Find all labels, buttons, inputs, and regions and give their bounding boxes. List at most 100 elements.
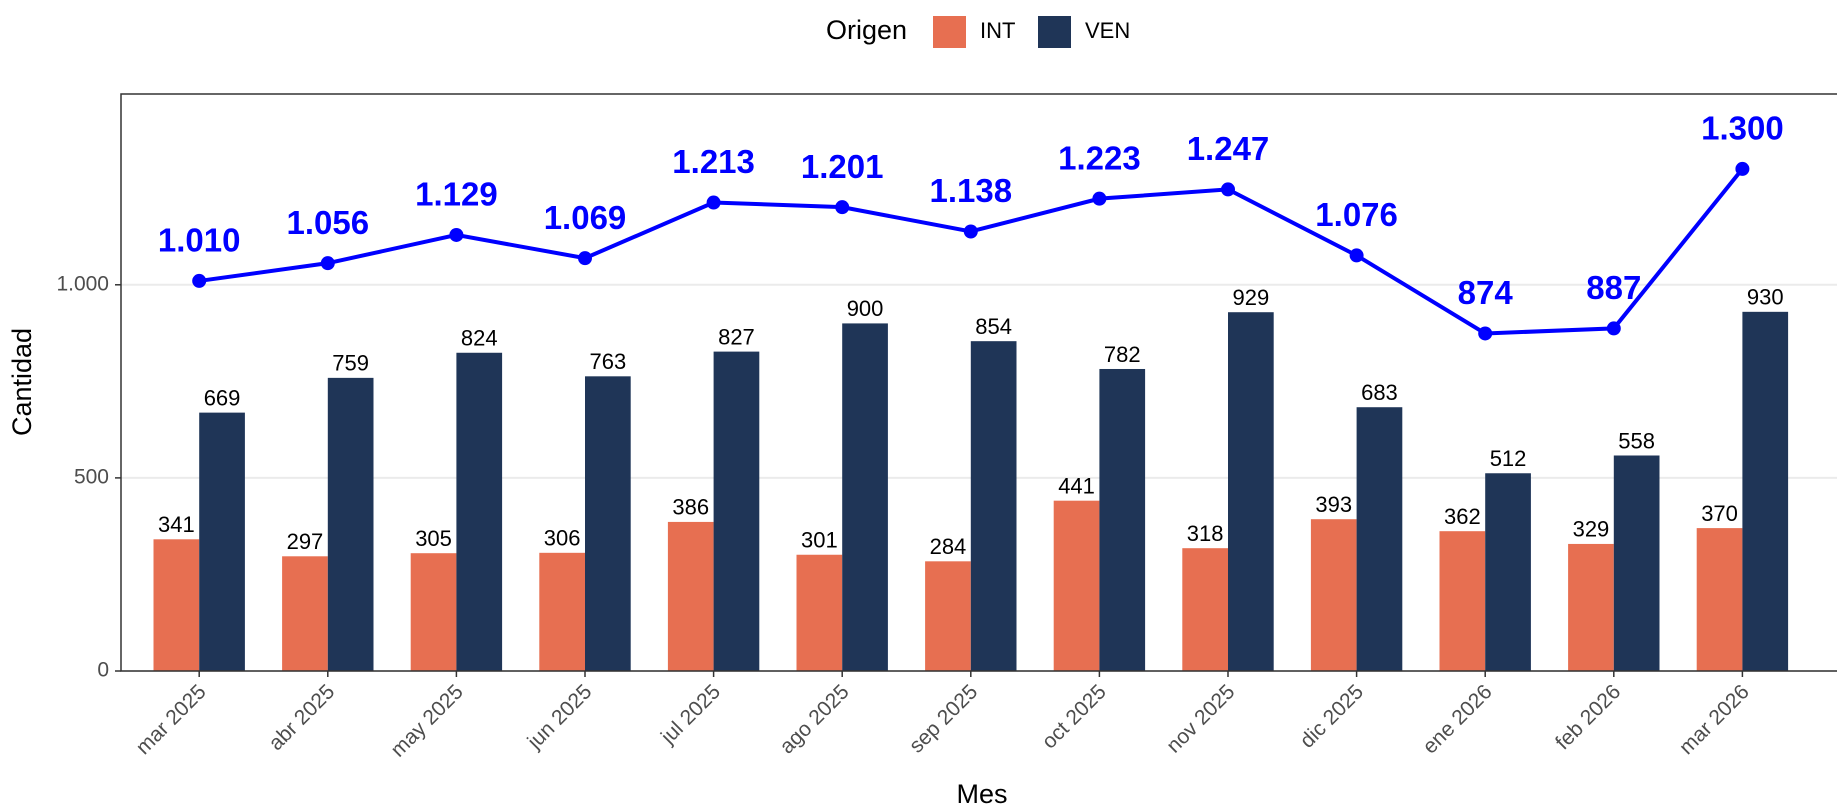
bar-label: 284 [930, 534, 967, 559]
bar-label: 558 [1618, 428, 1655, 453]
line-label: 1.300 [1701, 110, 1784, 147]
x-tick-label: ago 2025 [775, 680, 853, 758]
line-point [1349, 248, 1364, 263]
bar [1696, 528, 1743, 671]
legend-swatch [933, 16, 966, 48]
legend-swatch [1038, 16, 1071, 48]
bar-label: 683 [1361, 380, 1398, 405]
line-point [1735, 161, 1750, 176]
bar-label: 341 [158, 512, 195, 537]
line-point [1092, 191, 1107, 206]
x-tick-label: jun 2025 [523, 680, 597, 754]
bar [667, 521, 714, 671]
legend-label: VEN [1085, 18, 1130, 43]
bar-label: 318 [1187, 521, 1224, 546]
bar-label: 362 [1444, 504, 1481, 529]
bar-label: 782 [1104, 342, 1141, 367]
bar-label: 329 [1573, 517, 1610, 542]
x-tick-label: mar 2025 [132, 680, 211, 759]
legend-label: INT [980, 18, 1015, 43]
bar [539, 552, 585, 671]
bar [585, 376, 631, 671]
bar-label: 301 [801, 528, 838, 553]
line-label: 1.010 [158, 222, 241, 259]
x-tick-label: sep 2025 [905, 680, 982, 757]
legend-title: Origen [826, 15, 907, 45]
line-label: 887 [1586, 269, 1641, 306]
x-tick-label: may 2025 [386, 680, 467, 761]
line-label: 1.076 [1315, 196, 1398, 233]
y-tick-label: 1.000 [56, 272, 109, 295]
line-point [706, 195, 721, 210]
y-axis-title: Cantidad [7, 328, 37, 436]
line-label: 1.138 [930, 172, 1013, 209]
bar [410, 553, 457, 671]
line-point [1221, 182, 1235, 197]
y-tick-label: 0 [97, 659, 109, 682]
y-tick-label: 500 [74, 465, 109, 488]
line-point [1478, 326, 1493, 341]
bar [1485, 473, 1531, 671]
bar [153, 539, 200, 671]
line-label: 1.223 [1058, 139, 1141, 176]
line-label: 1.213 [672, 143, 755, 180]
bar-label: 854 [975, 314, 1012, 339]
line-label: 874 [1458, 274, 1514, 311]
line-label: 1.056 [287, 204, 370, 241]
bar [282, 556, 328, 671]
bar [796, 554, 843, 671]
bar-label: 929 [1232, 285, 1269, 310]
bar [842, 323, 888, 671]
bar [456, 352, 503, 671]
bar [1099, 368, 1146, 671]
bar [1356, 407, 1403, 671]
bar-label: 441 [1058, 473, 1095, 498]
x-tick-label: abr 2025 [264, 680, 339, 755]
line-point [320, 256, 335, 271]
x-tick-label: mar 2026 [1675, 680, 1754, 759]
line-label: 1.201 [801, 148, 884, 185]
line-point [835, 200, 850, 215]
bar-label: 763 [589, 349, 626, 374]
x-tick-label: feb 2026 [1551, 680, 1625, 754]
bar [1310, 519, 1357, 671]
bar [199, 412, 245, 671]
bar [1613, 455, 1660, 671]
x-tick-label: ene 2026 [1418, 680, 1496, 758]
x-tick-label: jul 2025 [656, 680, 725, 749]
line-point [1606, 321, 1621, 336]
bar-label: 824 [461, 326, 498, 351]
x-tick-label: dic 2025 [1296, 680, 1368, 752]
bar-label: 930 [1747, 285, 1784, 310]
bar [1568, 543, 1614, 671]
bar-label: 386 [672, 495, 709, 520]
line-point [449, 227, 464, 242]
bar [1439, 531, 1486, 671]
bar [1228, 312, 1274, 671]
bar-label: 900 [847, 296, 884, 321]
bar-label: 827 [718, 324, 755, 349]
line-label: 1.129 [415, 176, 498, 213]
x-tick-label: oct 2025 [1038, 680, 1111, 753]
bar [1053, 500, 1100, 671]
line-label: 1.247 [1187, 130, 1270, 167]
line-point [578, 251, 592, 266]
bar-label: 370 [1701, 501, 1738, 526]
panel-border [120, 93, 1837, 672]
bar [713, 351, 760, 671]
bar [970, 341, 1017, 671]
bar-label: 305 [415, 526, 452, 551]
bar-label: 306 [544, 526, 581, 551]
bar-label: 759 [332, 351, 369, 376]
x-tick-label: nov 2025 [1162, 680, 1239, 757]
x-axis-title: Mes [956, 779, 1007, 808]
bar-label: 297 [287, 529, 324, 554]
bar-label: 393 [1315, 492, 1352, 517]
line-point [192, 273, 207, 288]
bar [1742, 311, 1789, 671]
bar [1182, 548, 1228, 671]
line-point [963, 224, 978, 239]
bar-label: 669 [204, 385, 241, 410]
bar-label: 512 [1490, 446, 1527, 471]
